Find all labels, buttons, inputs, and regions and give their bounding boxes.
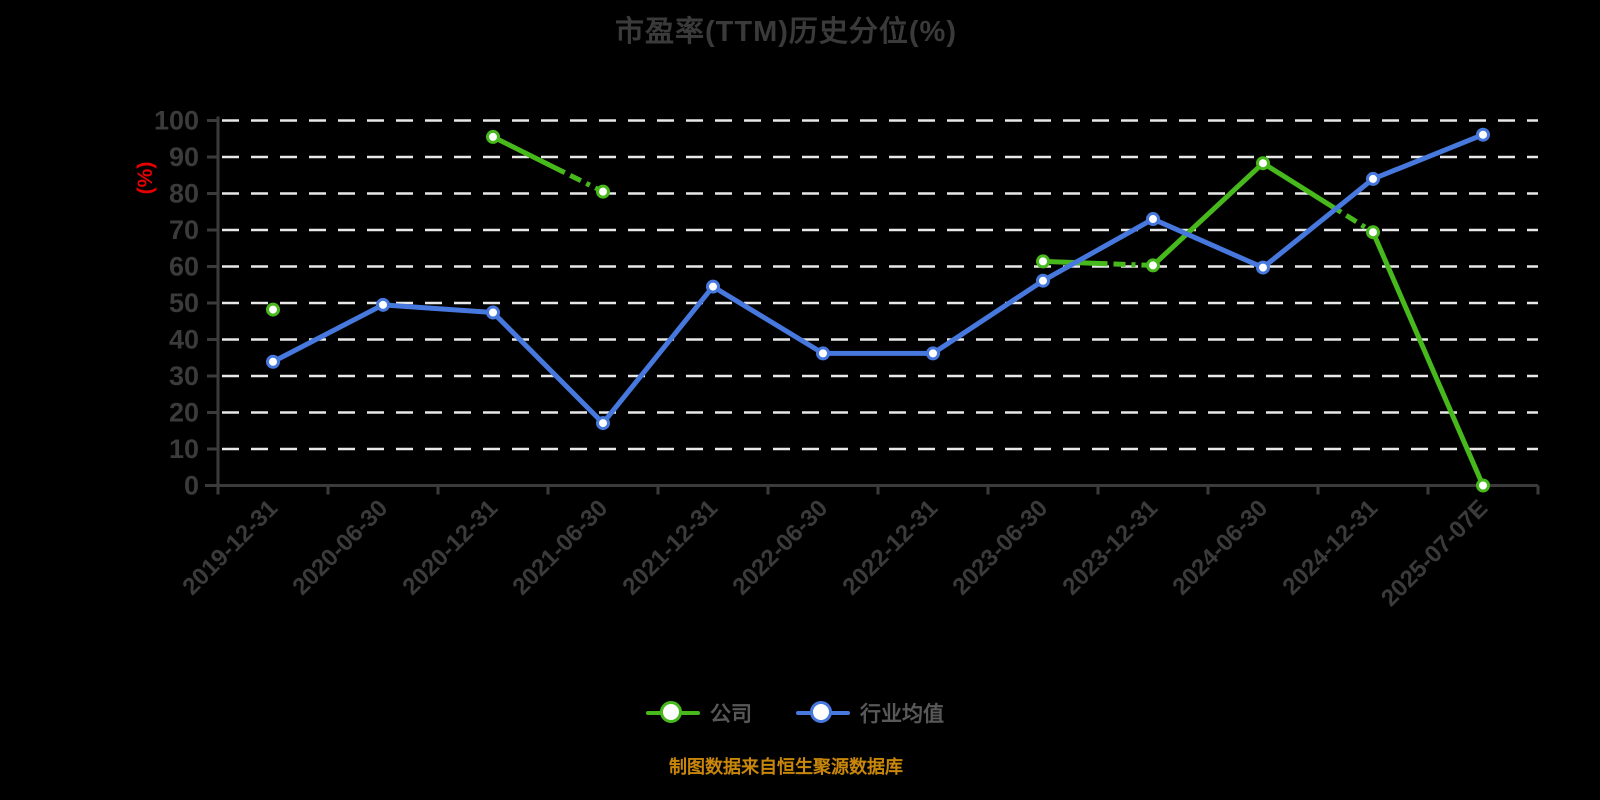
y-tick-label: 90 [169, 142, 199, 172]
data-point-industry-average [596, 416, 610, 431]
series-line-industry-average [930, 278, 1046, 356]
industry-line-swatch-icon [796, 701, 850, 725]
x-tick-label: 2024-06-30 [1167, 495, 1273, 601]
y-tick-label: 70 [169, 215, 199, 245]
series-line-industry-average [1040, 216, 1156, 284]
data-source-note: 制图数据来自恒生聚源数据库 [669, 757, 903, 777]
series-line-company-dashed [560, 168, 605, 194]
data-point-industry-average [926, 346, 940, 361]
x-tick-label: 2022-06-30 [727, 495, 833, 601]
data-point-industry-average [1366, 171, 1380, 186]
chart-title: 市盈率(TTM)历史分位(%) [614, 16, 957, 48]
line-chart-canvas: 0 10 20 30 40 50 60 70 80 90 100 2019-12-31 2020-06-… [134, 106, 1540, 612]
series-line-company-dashed [1336, 207, 1375, 235]
y-tick-label: 40 [169, 325, 199, 355]
data-point-company [266, 302, 280, 317]
series-line-company-dashed [1103, 261, 1154, 268]
data-point-industry-average [486, 305, 500, 320]
y-tick-label: 30 [169, 361, 199, 391]
data-point-company [1476, 478, 1490, 493]
x-tick-label: 2022-12-31 [837, 495, 943, 601]
y-tick-label: 10 [169, 434, 199, 464]
series-line-company [490, 134, 564, 174]
data-point-industry-average [1146, 212, 1160, 227]
data-point-industry-average [816, 346, 830, 361]
y-axis-unit-label: (%) [134, 162, 157, 195]
x-tick-label: 2021-06-30 [507, 495, 613, 601]
data-point-company [1256, 156, 1270, 171]
y-tick-label: 100 [154, 106, 199, 136]
series-line-company [1370, 229, 1486, 488]
data-point-company [596, 184, 610, 199]
legend-label-company: 公司 [710, 703, 752, 726]
series-line-industry-average [270, 302, 386, 365]
series-line-industry-average [1370, 132, 1486, 182]
x-tick-label: 2025-07-07E [1376, 495, 1493, 612]
series-line-industry-average [1260, 176, 1376, 271]
data-point-company [486, 129, 500, 144]
y-tick-label: 50 [169, 288, 199, 318]
data-point-industry-average [376, 297, 390, 312]
data-point-industry-average [1476, 127, 1490, 142]
legend: 公司 行业均值 [0, 698, 1590, 728]
x-tick-label: 2021-12-31 [617, 495, 723, 601]
data-point-industry-average [1256, 260, 1270, 275]
x-tick-label: 2019-12-31 [177, 495, 283, 601]
data-point-company [1146, 258, 1160, 273]
x-tick-label: 2024-12-31 [1277, 495, 1383, 601]
series-line-company [1260, 160, 1341, 213]
series-line-industry-average [600, 284, 716, 426]
y-tick-label: 20 [169, 398, 199, 428]
data-point-company [1036, 254, 1050, 269]
data-point-industry-average [1036, 273, 1050, 288]
data-point-industry-average [706, 279, 720, 294]
y-tick-label: 60 [169, 252, 199, 282]
x-tick-label: 2023-12-31 [1057, 495, 1163, 601]
legend-item-industry-average[interactable]: 行业均值 [796, 698, 944, 728]
x-tick-label: 2020-12-31 [397, 495, 503, 601]
legend-item-company[interactable]: 公司 [646, 698, 752, 728]
series-line-industry-average [380, 302, 496, 315]
y-tick-label: 0 [184, 471, 199, 501]
y-tick-label: 80 [169, 179, 199, 209]
company-line-swatch-icon [646, 701, 700, 725]
series-line-industry-average [710, 284, 826, 356]
data-point-company [1366, 225, 1380, 240]
series-line-company [1150, 160, 1266, 268]
x-tick-label: 2023-06-30 [947, 495, 1053, 601]
legend-label-industry-average: 行业均值 [860, 703, 944, 726]
series-line-industry-average [1150, 216, 1266, 271]
x-tick-label: 2020-06-30 [287, 495, 393, 601]
series-line-industry-average [490, 309, 606, 426]
data-point-industry-average [266, 354, 280, 369]
